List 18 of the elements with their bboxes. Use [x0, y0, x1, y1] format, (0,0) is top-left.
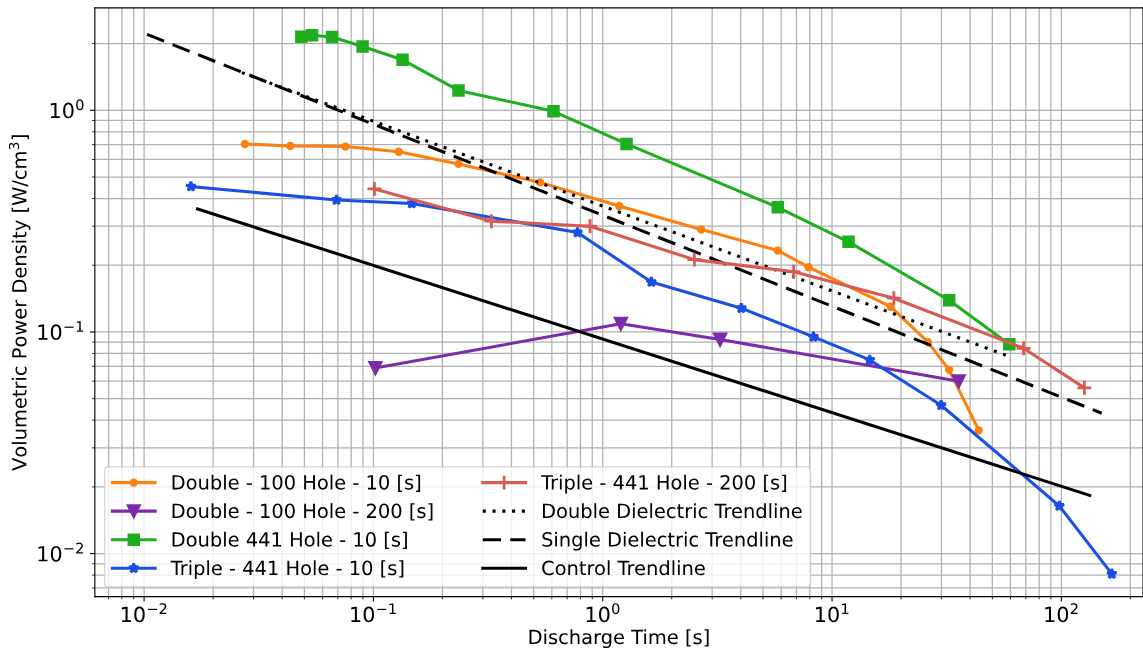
y-tick-label: 10$^{−1}$	[38, 321, 84, 341]
y-tick-label: 10$^{−2}$	[38, 542, 83, 562]
legend-label: Double Dielectric Trendline	[542, 503, 802, 519]
legend-label: Triple - 441 Hole - 200 [s]	[541, 474, 787, 494]
x-tick-label: 10$^{1}$	[816, 603, 849, 623]
legend-label: Double 441 Hole - 10 [s]	[172, 531, 407, 550]
y-tick-label: 10$^{0}$	[50, 99, 84, 119]
x-tick-label: 10$^{0}$	[586, 603, 620, 623]
x-tick-label: 10$^{−1}$	[351, 603, 396, 623]
x-tick-label: 10$^{2}$	[1045, 603, 1078, 623]
legend-label: Single Dielectric Trendline	[542, 531, 793, 551]
y-axis-title: Volumetric Power Density [W/cm$^{3}$]	[8, 135, 31, 471]
x-axis-title: Discharge Time [s]	[529, 629, 709, 649]
x-tick-label: 10$^{−2}$	[121, 603, 167, 623]
legend-label: Double - 100 Hole - 10 [s]	[172, 474, 421, 492]
legend-label: Control Trendline	[542, 560, 705, 576]
legend-label: Double - 100 Hole - 200 [s]	[172, 503, 433, 521]
legend-label: Triple - 441 Hole - 10 [s]	[170, 560, 404, 580]
